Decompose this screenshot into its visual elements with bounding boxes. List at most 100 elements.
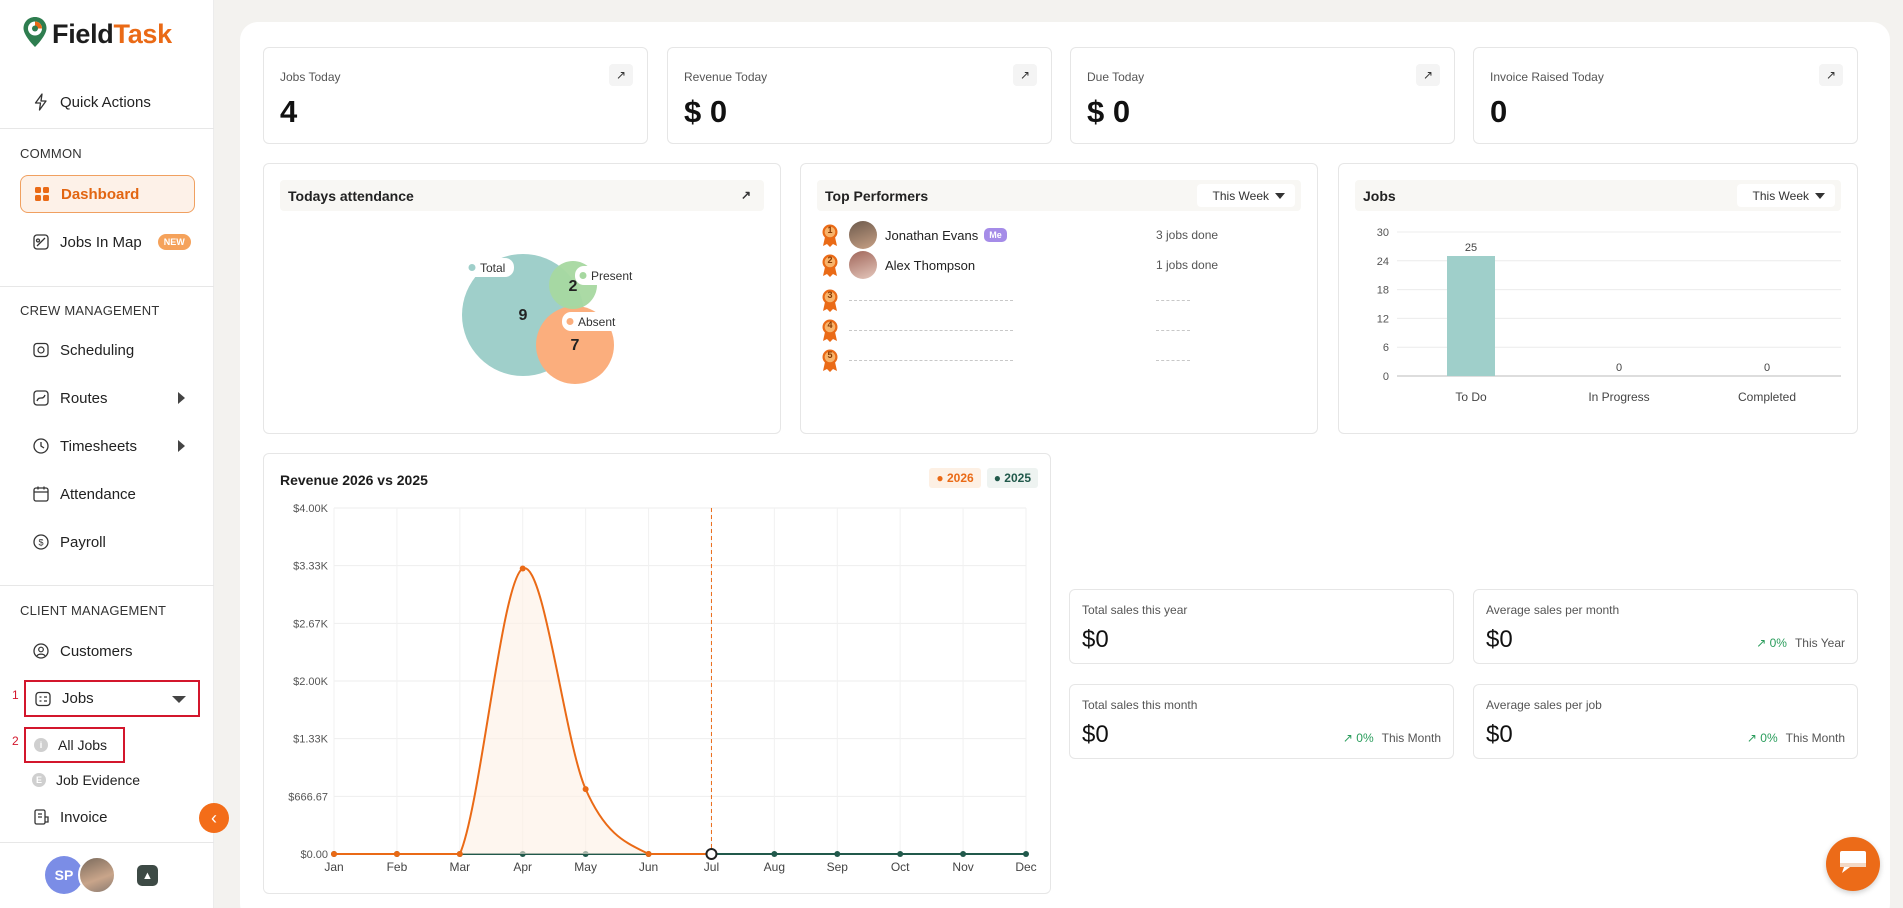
- divider: [0, 286, 214, 287]
- clock-icon: [32, 437, 50, 455]
- user-icon: [32, 642, 50, 660]
- kpi-card-due-today: Due Today $ 0 ↗: [1070, 47, 1455, 144]
- map-icon: [32, 233, 50, 251]
- sales-change: ↗ 0% This Month: [1746, 731, 1845, 745]
- performer-name: Alex Thompson: [885, 257, 976, 273]
- kpi-card-revenue-today: Revenue Today $ 0 ↗: [667, 47, 1052, 144]
- sales-card-avg-month: Average sales per month $0 ↗ 0% This Year: [1473, 589, 1858, 664]
- y-tick-label: 18: [1377, 285, 1389, 297]
- x-tick-label: Apr: [513, 860, 532, 874]
- open-external-button[interactable]: ↗: [1013, 64, 1037, 86]
- sidebar-item-timesheets[interactable]: Timesheets: [20, 427, 195, 465]
- data-point-2026[interactable]: [456, 851, 463, 857]
- sales-label: Total sales this year: [1082, 603, 1188, 617]
- open-external-button[interactable]: ↗: [1819, 64, 1843, 86]
- data-point-2025[interactable]: [834, 851, 841, 857]
- data-point-2025[interactable]: [897, 851, 904, 857]
- present-value: 2: [569, 278, 578, 295]
- avatar-initials[interactable]: SP: [45, 856, 83, 894]
- x-tick-label: Aug: [764, 860, 785, 874]
- period-dropdown[interactable]: This Week: [1196, 184, 1295, 207]
- app-logo[interactable]: FieldTask: [22, 16, 172, 53]
- kpi-value: $ 0: [684, 94, 728, 129]
- sidebar-item-scheduling[interactable]: Scheduling: [20, 331, 195, 369]
- sidebar-item-invoice[interactable]: Invoice: [20, 798, 195, 836]
- sales-value: $0: [1082, 721, 1109, 748]
- sidebar-item-dashboard[interactable]: Dashboard: [20, 175, 195, 213]
- rank-medal-icon: 3: [821, 288, 839, 312]
- section-label-client: CLIENT MANAGEMENT: [20, 603, 167, 618]
- invoice-icon: [32, 808, 50, 826]
- avatar: [849, 251, 877, 279]
- rank-medal-icon: 2: [821, 253, 839, 277]
- sidebar-item-job-evidence[interactable]: E Job Evidence: [20, 761, 195, 799]
- empty-count-placeholder: [1156, 300, 1190, 301]
- data-point-2026[interactable]: [519, 565, 526, 572]
- empty-name-placeholder: [849, 299, 1013, 301]
- data-point-2026[interactable]: [331, 851, 337, 857]
- sales-change: ↗ 0% This Month: [1342, 731, 1441, 745]
- data-point-2025[interactable]: [1023, 851, 1029, 857]
- sidebar-item-quick-actions[interactable]: Quick Actions: [20, 83, 195, 121]
- arrow-up-right-icon: ↗: [740, 188, 752, 202]
- arrow-up-right-icon: ↗: [1825, 68, 1837, 82]
- open-external-button[interactable]: ↗: [1416, 64, 1440, 86]
- bar[interactable]: [1447, 256, 1495, 376]
- sidebar-item-label: Attendance: [60, 485, 136, 503]
- y-tick-label: 12: [1377, 313, 1389, 325]
- sidebar-item-jobs[interactable]: Jobs: [24, 680, 200, 717]
- legend-item-2026[interactable]: ● 2026: [929, 468, 981, 488]
- revenue-legend: ● 2026 ● 2025: [929, 468, 1038, 488]
- kpi-label: Due Today: [1087, 70, 1145, 84]
- rank-medal-icon: 1: [821, 223, 839, 247]
- chevron-left-icon: ‹: [211, 807, 217, 828]
- performer-row: 5: [821, 345, 1221, 375]
- attendance-panel: Todays attendance ↗ 9 7 2 Total Present …: [263, 163, 781, 434]
- data-point-2025[interactable]: [771, 851, 778, 857]
- sidebar-collapse-button[interactable]: ‹: [199, 803, 229, 833]
- sales-label: Average sales per month: [1486, 603, 1620, 617]
- sidebar-item-payroll[interactable]: $ Payroll: [20, 523, 195, 561]
- sidebar-item-all-jobs[interactable]: i All Jobs: [24, 727, 125, 763]
- open-external-button[interactable]: ↗: [609, 64, 633, 86]
- period-dropdown[interactable]: This Week: [1736, 184, 1835, 207]
- section-label-crew: CREW MANAGEMENT: [20, 303, 160, 318]
- sidebar-item-customers[interactable]: Customers: [20, 632, 195, 670]
- open-external-button[interactable]: ↗: [734, 184, 758, 206]
- data-point-2026[interactable]: [582, 786, 589, 793]
- x-tick-label: Nov: [952, 860, 973, 874]
- logo-text-field: Field: [52, 19, 114, 49]
- performer-row: 2 Alex Thompson 1 jobs done: [821, 250, 1221, 280]
- revenue-line-chart: $4.00K $3.33K $2.67K $2.00K $1.33K $666.67 $0.…: [288, 503, 1036, 874]
- sidebar-item-label: Invoice: [60, 808, 108, 826]
- y-tick-label: $2.00K: [293, 676, 329, 688]
- user-bar: SP ▲: [0, 842, 214, 908]
- series-area-2026: [334, 568, 712, 854]
- sidebar-item-label: Quick Actions: [60, 93, 151, 111]
- pct-value: 0%: [1356, 731, 1374, 745]
- kpi-card-jobs-today: Jobs Today 4 ↗: [263, 47, 648, 144]
- legend-item-2025[interactable]: ● 2025: [986, 468, 1038, 488]
- section-label-common: COMMON: [20, 146, 82, 161]
- x-tick-label: Dec: [1015, 860, 1036, 874]
- rank-number: 2: [827, 255, 833, 265]
- data-point-2026[interactable]: [393, 851, 400, 857]
- data-point-2026[interactable]: [645, 851, 652, 857]
- sidebar-item-routes[interactable]: Routes: [20, 379, 195, 417]
- absent-label: Absent: [578, 315, 616, 329]
- sidebar-item-label: Dashboard: [61, 185, 140, 203]
- bolt-icon: [32, 93, 50, 111]
- sidebar-item-label: Customers: [60, 642, 133, 660]
- sidebar-item-attendance[interactable]: Attendance: [20, 475, 195, 513]
- y-tick-label: $1.33K: [293, 734, 329, 746]
- sidebar-item-jobs-in-map[interactable]: Jobs In Map NEW: [20, 223, 195, 261]
- chat-button[interactable]: [1826, 837, 1880, 891]
- avatar[interactable]: [78, 856, 116, 894]
- empty-count-placeholder: [1156, 330, 1190, 331]
- data-point-2026[interactable]: [705, 848, 718, 860]
- expand-up-button[interactable]: ▲: [137, 865, 158, 886]
- y-tick-label: 24: [1377, 256, 1389, 268]
- data-point-2025[interactable]: [960, 851, 967, 857]
- panel-title: Revenue 2026 vs 2025: [280, 472, 428, 488]
- data-label: 0: [1764, 362, 1770, 374]
